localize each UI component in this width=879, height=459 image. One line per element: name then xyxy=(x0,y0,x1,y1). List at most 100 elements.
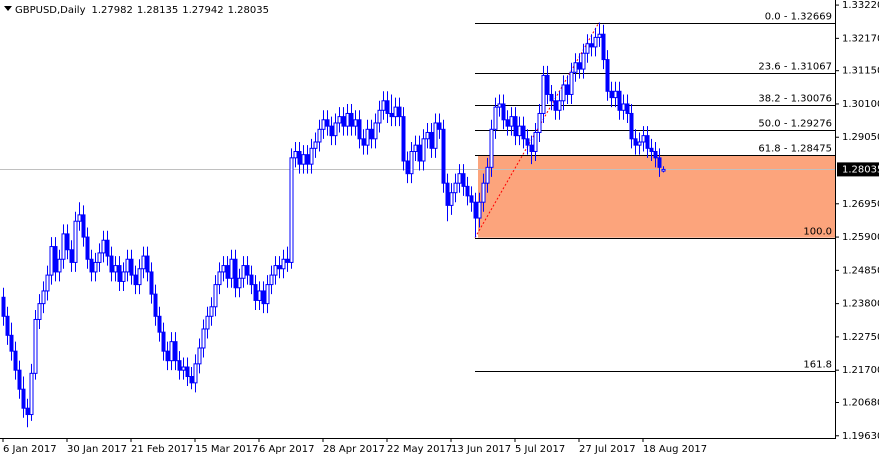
candle-body xyxy=(45,274,50,292)
x-tick-label: 13 Jun 2017 xyxy=(451,444,511,455)
fib-label: 0.0 - 1.32669 xyxy=(765,12,832,23)
candle-body xyxy=(193,363,198,384)
candle-body xyxy=(565,84,570,95)
candle-body xyxy=(245,265,250,276)
candle-body xyxy=(29,372,34,416)
candle-body xyxy=(333,122,338,137)
candle-body xyxy=(117,265,122,282)
y-tick-label: 1.29050 xyxy=(842,132,879,143)
candle-body xyxy=(77,214,82,222)
candle-body xyxy=(397,106,402,118)
candle-body xyxy=(405,160,410,175)
candle-body xyxy=(497,103,502,108)
candle-body xyxy=(469,195,474,203)
candle-body xyxy=(493,106,498,130)
candle-body xyxy=(113,265,118,273)
candle-body xyxy=(265,284,270,305)
candle-body xyxy=(609,90,614,99)
candle-body xyxy=(529,144,534,152)
candle-body xyxy=(97,252,102,263)
candle-body xyxy=(361,138,366,146)
candle-body xyxy=(105,239,110,257)
price-box xyxy=(837,162,879,177)
candle-body xyxy=(349,112,354,127)
candle-body xyxy=(577,62,582,70)
y-tick-label: 1.23800 xyxy=(842,299,879,310)
candle-body xyxy=(545,74,550,95)
x-tick-label: 5 Jul 2017 xyxy=(515,444,565,455)
candle-body xyxy=(661,168,666,172)
collapse-arrow[interactable] xyxy=(4,6,12,11)
candle-body xyxy=(205,315,210,330)
candle-body xyxy=(5,315,10,336)
candle-body xyxy=(209,306,214,317)
candle-body xyxy=(649,147,654,152)
candle-body xyxy=(485,166,490,184)
candle-body xyxy=(317,128,322,143)
y-tick-label: 1.22750 xyxy=(842,332,879,343)
candle-body xyxy=(537,112,542,133)
candle-body xyxy=(373,122,378,140)
candle-body xyxy=(557,100,562,111)
candle-body xyxy=(41,290,46,305)
candle-body xyxy=(601,33,606,61)
candle-body xyxy=(657,157,662,168)
fib-label: 161.8 xyxy=(803,360,832,371)
candle-body xyxy=(457,173,462,184)
candle-body xyxy=(369,128,374,140)
chart-header: GBPUSD,Daily 1.27982 1.28135 1.27942 1.28035 xyxy=(15,5,269,16)
candle-body xyxy=(89,258,94,273)
candle-body xyxy=(277,265,282,270)
candle-body xyxy=(393,106,398,118)
candle-body xyxy=(33,318,38,374)
y-tick-label: 1.33220 xyxy=(842,0,879,11)
candle-body xyxy=(465,185,470,197)
candle-body xyxy=(257,290,262,301)
candle-body xyxy=(305,154,310,165)
candle-body xyxy=(189,376,194,384)
candle-body xyxy=(185,366,190,378)
candle-body xyxy=(281,258,286,270)
fib-label: 50.0 - 1.29276 xyxy=(758,119,832,130)
candle-body xyxy=(549,93,554,102)
candle-body xyxy=(313,141,318,149)
candle-body xyxy=(1,296,6,317)
candle-body xyxy=(605,59,610,92)
candle-body xyxy=(385,100,390,114)
price-box-label: 1.28035 xyxy=(842,164,879,175)
candle-body xyxy=(81,214,86,238)
candle-body xyxy=(17,369,22,390)
candle-body xyxy=(445,182,450,206)
candle-body xyxy=(65,233,70,251)
candle-body xyxy=(37,303,42,320)
candle-body xyxy=(297,150,302,165)
candle-body xyxy=(509,116,514,127)
candle-body xyxy=(153,293,158,317)
candle-body xyxy=(93,261,98,273)
candle-body xyxy=(421,138,426,162)
x-tick-label: 18 Aug 2017 xyxy=(643,444,707,455)
candle-body xyxy=(505,119,510,127)
candle-body xyxy=(621,103,626,111)
y-tick-label: 1.30100 xyxy=(842,99,879,110)
x-tick-label: 28 Apr 2017 xyxy=(323,444,385,455)
candle-body xyxy=(225,265,230,279)
candle-body xyxy=(221,265,226,273)
candle-body xyxy=(341,116,346,127)
y-tick-label: 1.26950 xyxy=(842,199,879,210)
candle-body xyxy=(633,138,638,146)
fib-trend xyxy=(474,22,600,238)
candle-body xyxy=(141,255,146,270)
candle-body xyxy=(377,109,382,124)
candle-body xyxy=(61,233,66,260)
candle-body xyxy=(213,284,218,308)
candle-body xyxy=(501,103,506,121)
candle-body xyxy=(129,258,134,276)
candle-body xyxy=(489,128,494,168)
x-tick-label: 15 Mar 2017 xyxy=(195,444,258,455)
candle-body xyxy=(521,125,526,140)
candle-body xyxy=(165,350,170,362)
candle-body xyxy=(109,255,114,273)
candle-body xyxy=(569,71,574,95)
candle-body xyxy=(433,122,438,149)
